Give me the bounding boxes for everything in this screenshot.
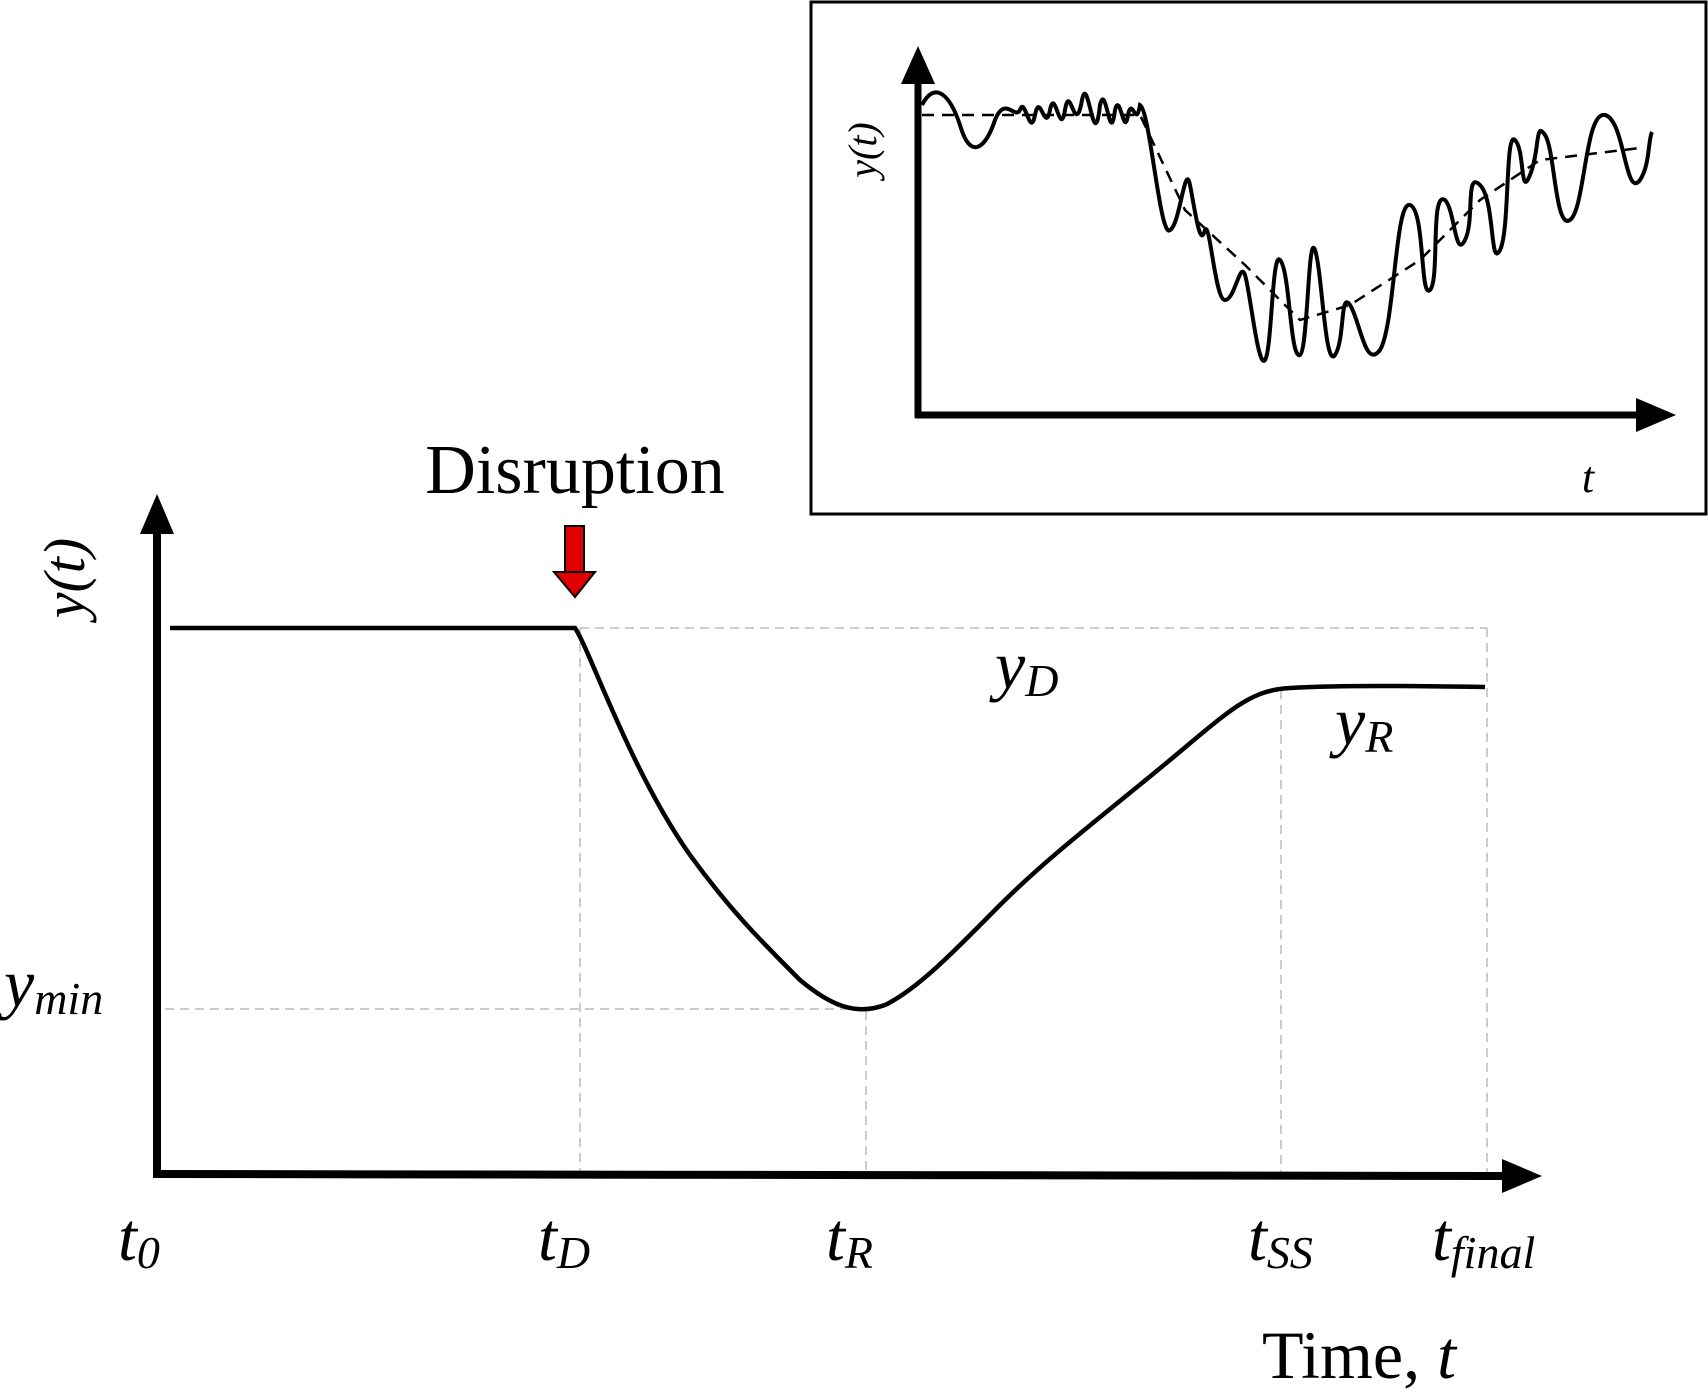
inset-frame [809,0,1708,516]
main-plot: Disruption y(t) ymin yD yR t0 tD tR tSS [0,432,1542,1393]
x-axis-label: Time, t [1262,1317,1458,1393]
inset-noisy-signal [920,90,1654,363]
ymin-label: ymin [0,945,103,1024]
tick-label-tD: tD [538,1199,590,1278]
x-axis-arrowhead [1502,1159,1542,1193]
inset-panel: y(t) t [809,0,1708,516]
disruption-arrow-head [551,571,598,599]
yD-label: yD [989,627,1058,706]
performance-curve [170,625,1486,1012]
tick-label-tfinal: tfinal [1432,1199,1535,1278]
tick-label-tR: tR [826,1199,873,1278]
inset-y-axis-label: y(t) [840,122,885,182]
disruption-arrow [551,525,598,599]
disruption-arrow-shaft [564,525,585,574]
inset-x-arrowhead [1636,398,1676,432]
inset-y-arrowhead [901,46,935,84]
tick-label-t0: t0 [118,1199,160,1278]
yR-label: yR [1329,683,1393,762]
guide-lines [165,627,1488,1172]
x-axis [152,1170,1506,1180]
disruption-label: Disruption [425,432,724,509]
inset-x-axis-label: t [1582,453,1596,502]
tick-label-tSS: tSS [1248,1199,1313,1278]
y-axis-label: y(t) [32,538,97,624]
tick-labels: t0 tD tR tSS tfinal [118,1199,1535,1278]
y-axis-arrowhead [140,494,174,534]
